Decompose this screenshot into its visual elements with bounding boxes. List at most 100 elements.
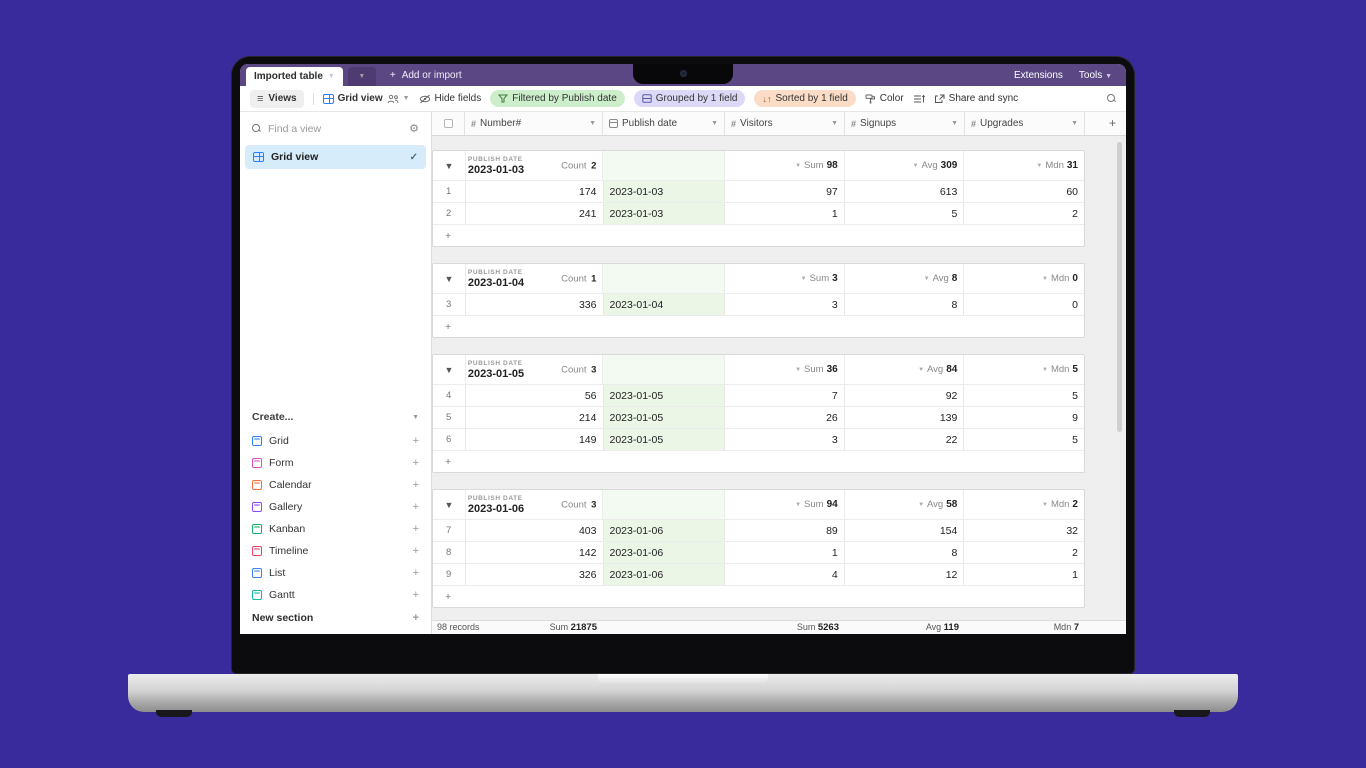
table-row[interactable]: 6 149 2023-01-05 3 22 5 <box>433 428 1084 450</box>
cell-publish-date[interactable]: 2023-01-03 <box>603 203 726 224</box>
cell-number[interactable]: 214 <box>466 407 604 428</box>
cell-visitors[interactable]: 3 <box>725 429 845 450</box>
cell-number[interactable]: 241 <box>466 203 604 224</box>
cell-visitors[interactable]: 1 <box>725 203 845 224</box>
cell-visitors[interactable]: 1 <box>725 542 845 563</box>
gear-icon[interactable]: ⚙ <box>409 123 419 135</box>
chevron-down-icon[interactable]: ▼ <box>951 120 958 127</box>
cell-upgrades[interactable]: 5 <box>1072 433 1078 446</box>
table-row[interactable]: 7 403 2023-01-06 89 154 32 <box>433 519 1084 541</box>
cell-number[interactable]: 174 <box>466 181 604 202</box>
select-all-checkbox[interactable] <box>432 112 465 135</box>
cell-number[interactable]: 326 <box>466 564 604 585</box>
table-row[interactable]: 3 336 2023-01-04 3 8 0 <box>433 293 1084 315</box>
cell-publish-date[interactable]: 2023-01-04 <box>603 294 726 315</box>
find-view-search[interactable]: Find a view ⚙ <box>240 112 431 143</box>
column-header-upgrades[interactable]: # Upgrades ▼ <box>965 112 1085 135</box>
column-header-signups[interactable]: # Signups ▼ <box>845 112 965 135</box>
group-agg-mdn[interactable]: ▼ Mdn 5 <box>964 355 1084 384</box>
chevron-down-icon[interactable]: ▼ <box>831 120 838 127</box>
cell-publish-date[interactable]: 2023-01-06 <box>603 564 726 585</box>
footer-visitors-sum[interactable]: Sum 5263 <box>796 622 839 633</box>
plus-icon[interactable]: + <box>412 501 419 513</box>
group-agg-sum[interactable]: ▼ Sum 94 <box>725 490 845 519</box>
vertical-scrollbar[interactable] <box>1117 142 1122 432</box>
column-header-number[interactable]: # Number# ▼ <box>465 112 603 135</box>
create-item-gallery[interactable]: Gallery + <box>252 496 419 518</box>
add-row-in-group-button[interactable]: + <box>433 585 1084 607</box>
plus-icon[interactable]: + <box>412 479 419 491</box>
cell-signups[interactable]: 139 <box>845 407 965 428</box>
hide-fields-button[interactable]: Hide fields <box>419 93 481 104</box>
group-agg-avg[interactable]: ▼ Avg 84 <box>845 355 965 384</box>
create-item-list[interactable]: List + <box>252 562 419 584</box>
row-height-button[interactable] <box>913 94 925 104</box>
plus-icon[interactable]: + <box>412 567 419 579</box>
views-button[interactable]: ≡ Views <box>250 89 304 108</box>
cell-signups[interactable]: 22 <box>845 429 965 450</box>
cell-signups[interactable]: 613 <box>845 181 965 202</box>
chevron-down-icon[interactable]: ▼ <box>589 120 596 127</box>
cell-visitors[interactable]: 4 <box>725 564 845 585</box>
table-tab-imported[interactable]: Imported table ▼ <box>246 67 343 86</box>
cell-publish-date[interactable]: 2023-01-03 <box>603 181 726 202</box>
table-list-dropdown[interactable]: ▼ <box>347 67 376 86</box>
cell-publish-date[interactable]: 2023-01-05 <box>603 385 726 406</box>
cell-signups[interactable]: 12 <box>845 564 965 585</box>
group-agg-sum[interactable]: ▼ Sum 36 <box>725 355 845 384</box>
add-row-in-group-button[interactable]: + <box>433 224 1084 246</box>
cell-number[interactable]: 403 <box>466 520 604 541</box>
footer-number-sum[interactable]: Sum 21875 <box>549 622 597 633</box>
add-row-in-group-button[interactable]: + <box>433 450 1084 472</box>
footer-upgrades-mdn[interactable]: Mdn 7 <box>1053 622 1079 633</box>
cell-publish-date[interactable]: 2023-01-05 <box>603 429 726 450</box>
plus-icon[interactable]: + <box>412 589 419 601</box>
table-row[interactable]: 2 241 2023-01-03 1 5 2 <box>433 202 1084 224</box>
group-agg-mdn[interactable]: ▼ Mdn 0 <box>964 264 1084 293</box>
cell-visitors[interactable]: 97 <box>725 181 845 202</box>
group-agg-mdn[interactable]: ▼ Mdn 31 <box>964 151 1084 180</box>
sidebar-view-grid[interactable]: Grid view ✓ <box>245 145 426 169</box>
group-pill[interactable]: Grouped by 1 field <box>633 90 746 107</box>
view-switcher[interactable]: Grid view ▼ <box>322 93 410 104</box>
group-agg-mdn[interactable]: ▼ Mdn 2 <box>964 490 1084 519</box>
create-header[interactable]: Create... ▼ <box>252 404 419 430</box>
cell-upgrades[interactable]: 5 <box>1072 389 1078 402</box>
cell-upgrades[interactable]: 0 <box>1072 298 1078 311</box>
cell-publish-date[interactable]: 2023-01-06 <box>603 520 726 541</box>
plus-icon[interactable]: + <box>412 435 419 447</box>
create-item-gantt[interactable]: Gantt + <box>252 584 419 606</box>
new-section-button[interactable]: New section + <box>252 606 419 630</box>
share-and-sync-button[interactable]: Share and sync <box>934 93 1018 104</box>
tools-button[interactable]: Tools ▼ <box>1079 70 1112 81</box>
cell-upgrades[interactable]: 2 <box>1072 207 1078 220</box>
table-row[interactable]: 9 326 2023-01-06 4 12 1 <box>433 563 1084 585</box>
column-header-visitors[interactable]: # Visitors ▼ <box>725 112 845 135</box>
cell-signups[interactable]: 8 <box>845 542 965 563</box>
table-row[interactable]: 1 174 2023-01-03 97 613 60 <box>433 180 1084 202</box>
collapse-group-button[interactable]: ▼ <box>433 264 466 293</box>
group-agg-avg[interactable]: ▼ Avg 309 <box>845 151 965 180</box>
chevron-down-icon[interactable]: ▼ <box>711 120 718 127</box>
cell-upgrades[interactable]: 1 <box>1072 568 1078 581</box>
table-row[interactable]: 8 142 2023-01-06 1 8 2 <box>433 541 1084 563</box>
filter-pill[interactable]: Filtered by Publish date <box>490 90 625 107</box>
cell-upgrades[interactable]: 60 <box>1066 185 1078 198</box>
cell-upgrades[interactable]: 9 <box>1072 411 1078 424</box>
sort-pill[interactable]: ↓↑ Sorted by 1 field <box>754 90 856 107</box>
column-header-publishdate[interactable]: Publish date ▼ <box>603 112 725 135</box>
search-icon[interactable] <box>1107 94 1116 103</box>
add-field-button[interactable]: + <box>1108 116 1116 130</box>
cell-publish-date[interactable]: 2023-01-05 <box>603 407 726 428</box>
collapse-group-button[interactable]: ▼ <box>433 490 466 519</box>
cell-number[interactable]: 142 <box>466 542 604 563</box>
cell-visitors[interactable]: 26 <box>725 407 845 428</box>
cell-signups[interactable]: 154 <box>845 520 965 541</box>
group-agg-avg[interactable]: ▼ Avg 58 <box>845 490 965 519</box>
collapse-group-button[interactable]: ▼ <box>433 355 466 384</box>
add-or-import-button[interactable]: + Add or import <box>376 64 476 86</box>
table-row[interactable]: 5 214 2023-01-05 26 139 9 <box>433 406 1084 428</box>
cell-visitors[interactable]: 89 <box>725 520 845 541</box>
cell-signups[interactable]: 92 <box>845 385 965 406</box>
cell-visitors[interactable]: 7 <box>725 385 845 406</box>
